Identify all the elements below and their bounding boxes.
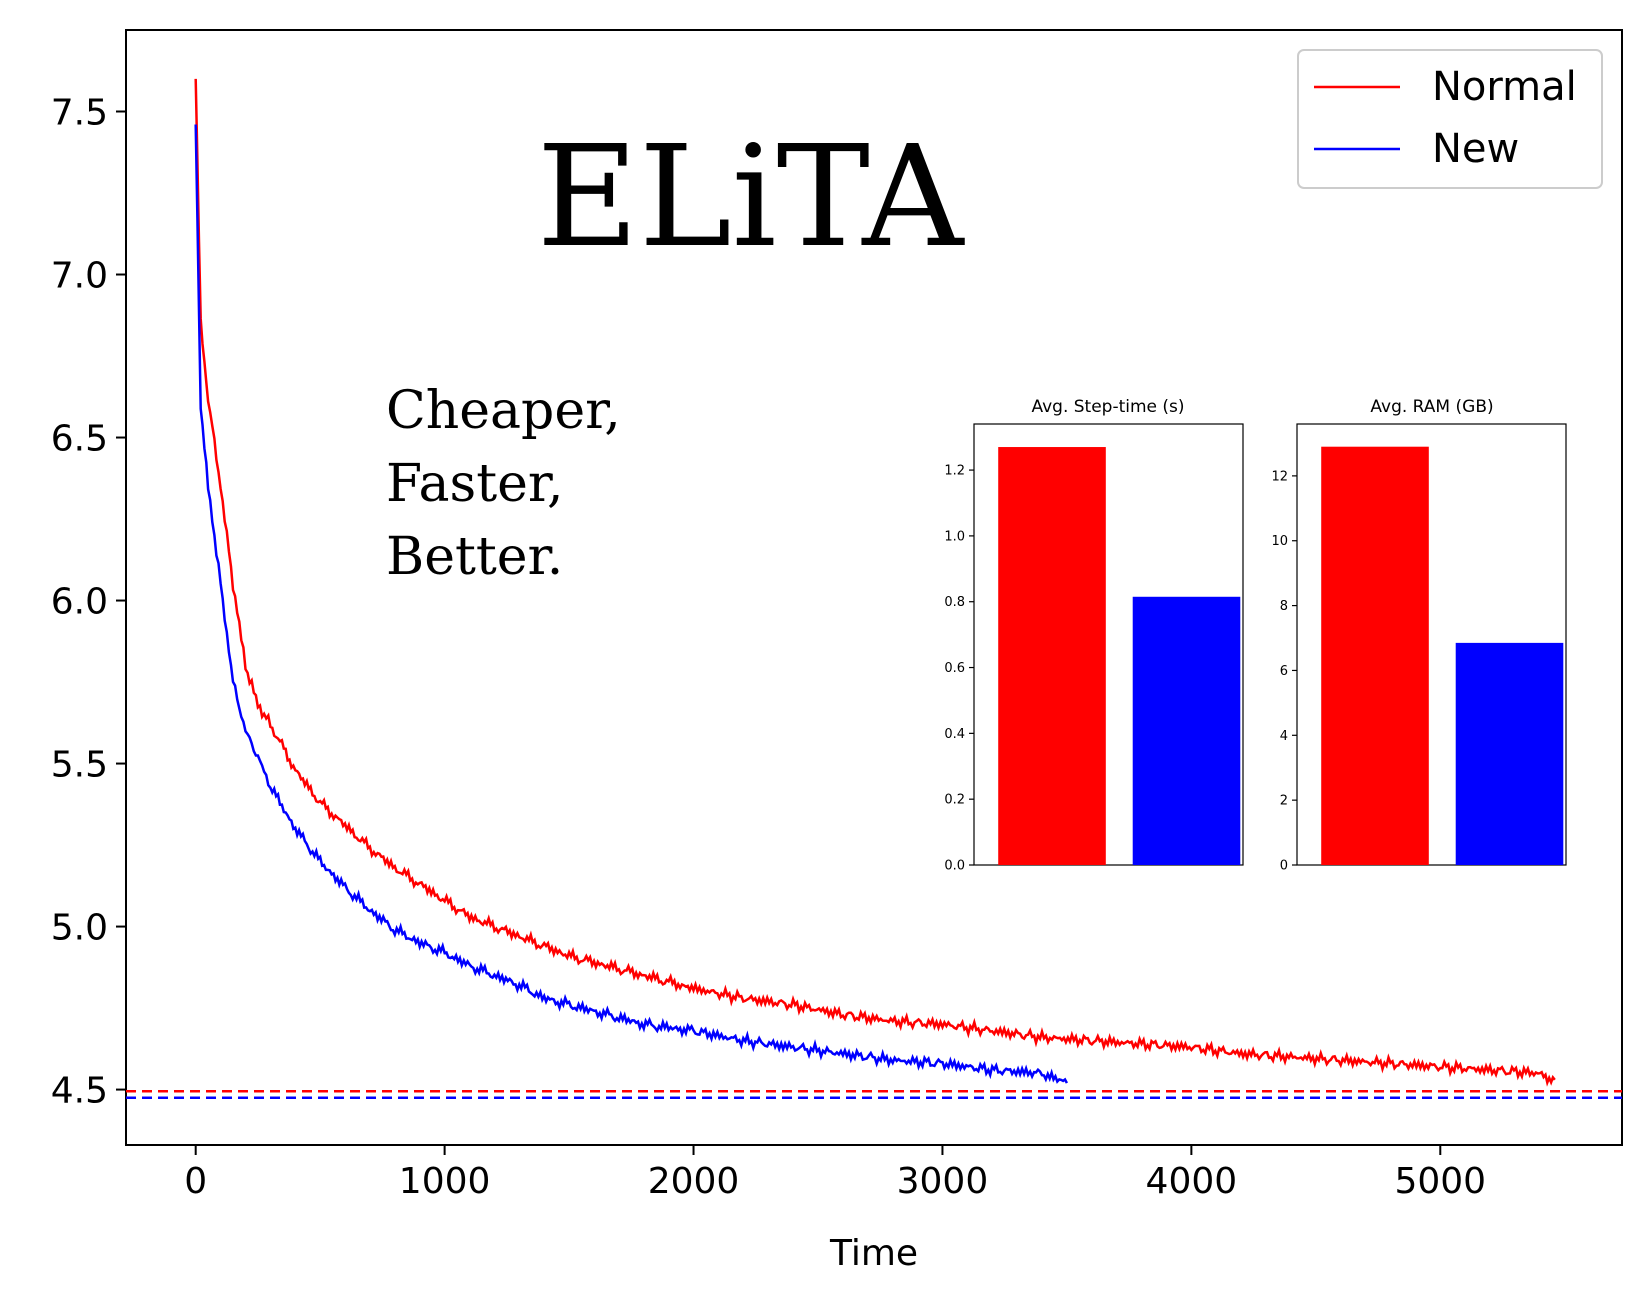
y-tick-label: 5.5 [51, 745, 108, 786]
step-time-bar-normal [998, 447, 1106, 865]
tagline-line-1: Cheaper, [386, 381, 621, 441]
x-tick-label: 2000 [648, 1161, 740, 1202]
y-tick-label: 7.0 [51, 256, 108, 297]
x-tick-label: 0 [184, 1161, 207, 1202]
step-time-y-tick-label: 1.2 [944, 464, 965, 479]
headline: ELiTA [537, 116, 966, 279]
ram-bar-new [1455, 642, 1564, 865]
ram-y-tick-label: 4 [1280, 729, 1288, 744]
ram-y-tick-label: 8 [1280, 599, 1288, 614]
ram-y-tick-label: 6 [1280, 664, 1288, 679]
series-line-normal [194, 78, 1556, 1087]
main-series [126, 78, 1622, 1099]
ram-y-tick-label: 2 [1280, 794, 1288, 809]
x-tick-label: 3000 [897, 1161, 989, 1202]
ram-y-tick-label: 0 [1280, 859, 1288, 874]
inset-step-time-title: Avg. Step-time (s) [1031, 397, 1184, 417]
ram-y-tick-label: 10 [1271, 534, 1288, 549]
legend-box [1297, 49, 1603, 189]
step-time-bar-new [1132, 596, 1241, 865]
series-line-new [194, 124, 1069, 1084]
legend-label-new: New [1432, 126, 1519, 172]
x-tick-label: 4000 [1146, 1161, 1238, 1202]
main-axis-ticks: 0 1000 2000 3000 4000 5000 4.5 5.0 5.5 6.0 6.5 7.0 7… [51, 93, 1486, 1202]
step-time-y-tick-label: 0.6 [944, 661, 965, 676]
y-tick-label: 6.0 [51, 582, 108, 623]
y-tick-label: 4.5 [51, 1071, 108, 1112]
step-time-y-tick-label: 0.2 [944, 793, 965, 808]
x-axis-label: Time [829, 1233, 918, 1274]
y-tick-label: 7.5 [51, 93, 108, 134]
legend-label-normal: Normal [1432, 64, 1577, 110]
x-tick-label: 5000 [1394, 1161, 1486, 1202]
step-time-y-tick-label: 0.8 [944, 595, 965, 610]
step-time-y-tick-label: 1.0 [944, 529, 965, 544]
tagline-line-2: Faster, [386, 454, 564, 514]
y-tick-label: 6.5 [51, 419, 108, 460]
ram-y-tick-label: 12 [1271, 469, 1288, 484]
tagline-line-3: Better. [386, 527, 563, 587]
y-tick-label: 5.0 [51, 908, 108, 949]
x-tick-label: 1000 [399, 1161, 491, 1202]
step-time-y-tick-label: 0.0 [944, 859, 965, 874]
ram-bar-normal [1321, 446, 1429, 865]
legend: Normal New [1297, 49, 1603, 189]
inset-ram: Avg. RAM (GB) 0 2 4 6 8 10 12 [1271, 397, 1567, 874]
step-time-y-tick-label: 0.4 [944, 727, 965, 742]
inset-ram-title: Avg. RAM (GB) [1370, 397, 1493, 417]
inset-step-time: Avg. Step-time (s) 0.0 0.2 0.4 0.6 0.8 1.0 1.2 [944, 397, 1244, 874]
